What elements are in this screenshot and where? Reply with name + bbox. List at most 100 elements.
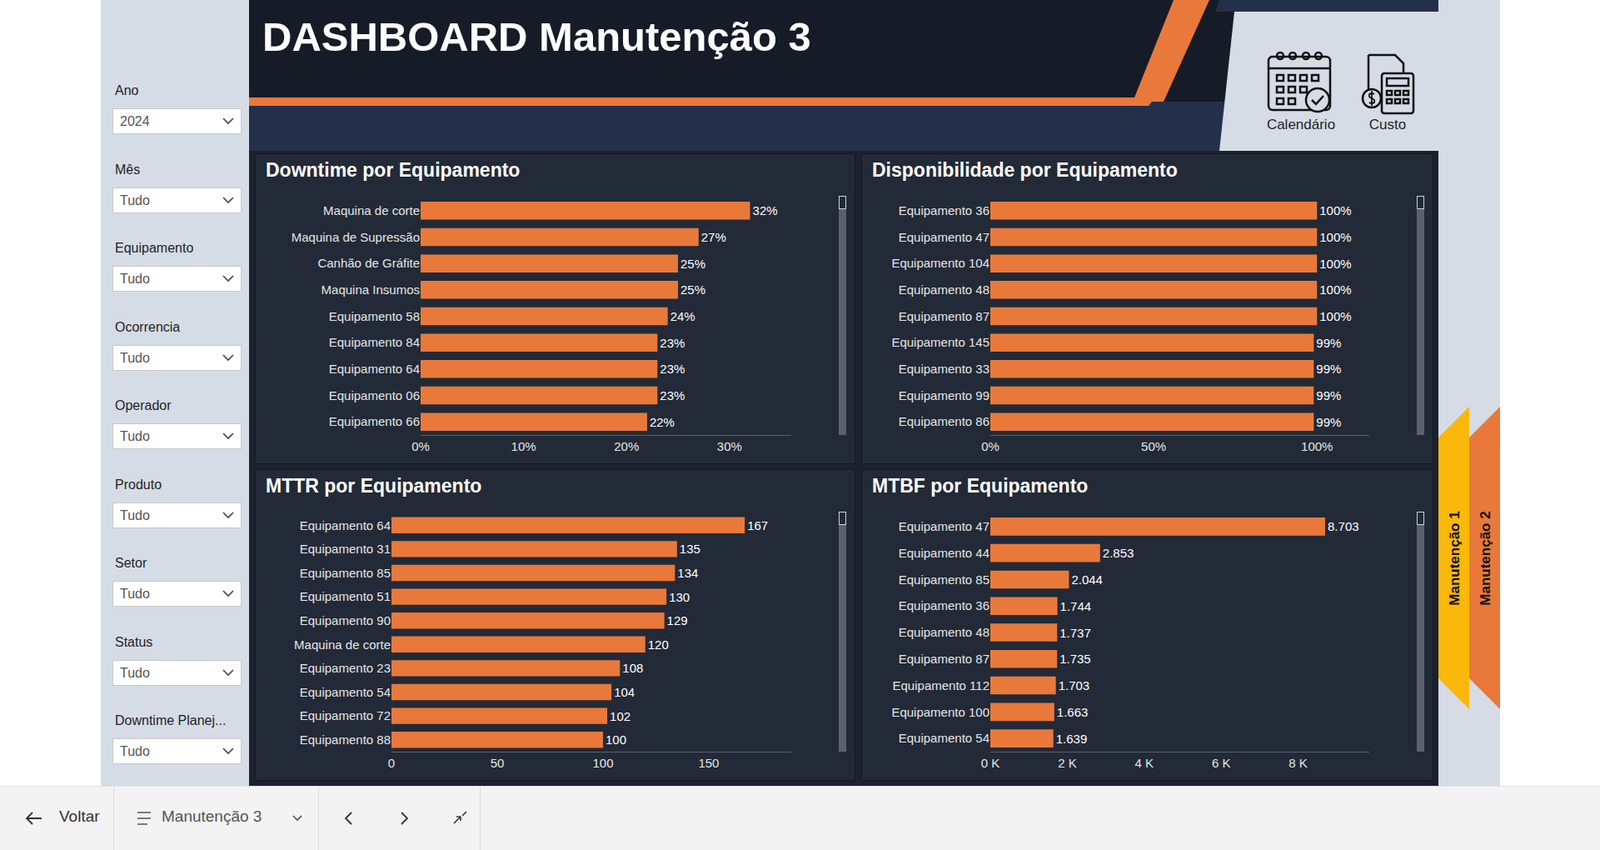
svg-text:Equipamento 85: Equipamento 85 [898, 572, 990, 587]
svg-text:Equipamento 31: Equipamento 31 [299, 541, 391, 556]
svg-text:129: 129 [667, 613, 688, 628]
svg-text:99%: 99% [1315, 414, 1341, 429]
svg-text:Equipamento 87: Equipamento 87 [898, 651, 990, 666]
svg-text:1.639: 1.639 [1056, 731, 1088, 746]
svg-text:1.744: 1.744 [1060, 598, 1092, 614]
svg-text:Equipamento 23: Equipamento 23 [299, 660, 391, 675]
svg-text:Equipamento 47: Equipamento 47 [898, 518, 990, 534]
svg-text:23%: 23% [659, 335, 685, 350]
svg-text:0%: 0% [981, 438, 1000, 454]
svg-text:Equipamento 44: Equipamento 44 [898, 545, 990, 560]
html-text:MTBF por Equipamento: MTBF por Equipamento [872, 474, 1089, 497]
svg-text:Maquina Insumos: Maquina Insumos [321, 282, 420, 297]
svg-text:27%: 27% [701, 229, 727, 245]
svg-text:1.735: 1.735 [1059, 651, 1092, 666]
svg-text:167: 167 [747, 518, 768, 533]
svg-text:22%: 22% [649, 414, 675, 429]
svg-text:100: 100 [592, 755, 614, 770]
svg-text:Equipamento 33: Equipamento 33 [898, 361, 990, 376]
svg-text:Equipamento 100: Equipamento 100 [891, 704, 990, 719]
svg-text:1.663: 1.663 [1056, 704, 1089, 719]
html-text:MTTR por Equipamento: MTTR por Equipamento [265, 474, 482, 497]
svg-text:30%: 30% [717, 438, 743, 454]
svg-text:Equipamento 58: Equipamento 58 [328, 309, 420, 324]
svg-text:Maquina de corte: Maquina de corte [294, 637, 391, 652]
svg-text:99%: 99% [1315, 361, 1341, 376]
svg-text:Equipamento 66: Equipamento 66 [328, 413, 420, 429]
svg-text:100%: 100% [1319, 309, 1351, 324]
svg-text:Equipamento 99: Equipamento 99 [898, 388, 990, 403]
svg-text:130: 130 [668, 589, 690, 604]
svg-text:Equipamento 51: Equipamento 51 [299, 588, 391, 604]
svg-text:Equipamento 84: Equipamento 84 [328, 334, 420, 349]
svg-text:10%: 10% [511, 438, 537, 454]
svg-text:8.703: 8.703 [1327, 518, 1360, 534]
svg-text:135: 135 [679, 541, 701, 556]
svg-text:Equipamento 48: Equipamento 48 [898, 282, 990, 297]
svg-text:23%: 23% [659, 388, 685, 403]
svg-text:20%: 20% [613, 438, 639, 454]
html-text:Manutenção 3: Manutenção 3 [161, 807, 262, 825]
svg-text:Equipamento 54: Equipamento 54 [898, 730, 990, 745]
html-text:Calendário: Calendário [1266, 116, 1336, 133]
svg-text:Equipamento 86: Equipamento 86 [898, 413, 990, 429]
svg-text:Equipamento 48: Equipamento 48 [898, 624, 990, 639]
svg-text:50: 50 [490, 755, 505, 770]
svg-text:100%: 100% [1319, 229, 1351, 245]
svg-text:25%: 25% [680, 256, 706, 271]
svg-text:2 K: 2 K [1057, 755, 1077, 770]
svg-text:99%: 99% [1315, 335, 1341, 350]
html-text:Downtime por Equipamento: Downtime por Equipamento [265, 159, 521, 181]
svg-text:Equipamento 64: Equipamento 64 [328, 361, 420, 376]
svg-text:Equipamento 85: Equipamento 85 [299, 565, 391, 580]
svg-text:0%: 0% [411, 438, 430, 454]
svg-text:24%: 24% [670, 309, 696, 324]
svg-text:Equipamento 47: Equipamento 47 [898, 229, 990, 245]
svg-text:Equipamento 87: Equipamento 87 [898, 309, 990, 324]
svg-text:1.737: 1.737 [1059, 625, 1092, 640]
svg-text:1.703: 1.703 [1058, 677, 1091, 693]
svg-text:Equipamento 104: Equipamento 104 [891, 255, 990, 270]
html-text:Disponibilidade por Equipament: Disponibilidade por Equipamento [872, 159, 1178, 181]
svg-text:Maquina de Supressão: Maquina de Supressão [291, 229, 420, 245]
svg-text:100%: 100% [1300, 438, 1333, 454]
svg-text:Equipamento 36: Equipamento 36 [898, 203, 990, 218]
svg-text:134: 134 [677, 565, 698, 580]
svg-text:50%: 50% [1141, 438, 1167, 454]
svg-text:Equipamento 64: Equipamento 64 [299, 518, 391, 533]
html-text:Voltar: Voltar [59, 807, 100, 825]
svg-text:Equipamento 72: Equipamento 72 [299, 707, 391, 723]
svg-text:32%: 32% [752, 203, 778, 218]
svg-text:99%: 99% [1315, 388, 1341, 403]
svg-text:23%: 23% [659, 361, 685, 376]
svg-text:Manutenção 1: Manutenção 1 [1446, 510, 1463, 605]
html-text:DASHBOARD Manutenção 3: DASHBOARD Manutenção 3 [262, 14, 812, 60]
svg-text:Equipamento 54: Equipamento 54 [299, 684, 391, 699]
svg-text:Equipamento 06: Equipamento 06 [328, 388, 420, 403]
svg-text:0: 0 [388, 755, 395, 770]
svg-text:Equipamento 112: Equipamento 112 [892, 677, 990, 693]
svg-text:100%: 100% [1319, 282, 1351, 297]
svg-text:2.044: 2.044 [1071, 572, 1103, 587]
svg-text:150: 150 [697, 755, 719, 770]
svg-text:4 K: 4 K [1135, 755, 1155, 770]
svg-text:Manutenção 2: Manutenção 2 [1477, 510, 1494, 605]
svg-text:100%: 100% [1319, 256, 1351, 271]
svg-text:100%: 100% [1319, 203, 1351, 218]
svg-text:Equipamento 90: Equipamento 90 [299, 613, 391, 628]
svg-text:120: 120 [647, 637, 669, 652]
svg-text:0 K: 0 K [981, 755, 1001, 770]
svg-text:Maquina de corte: Maquina de corte [323, 203, 420, 218]
svg-text:Canhão de Gráfite: Canhão de Gráfite [317, 255, 420, 270]
svg-text:102: 102 [609, 708, 631, 723]
svg-text:Equipamento 145: Equipamento 145 [891, 334, 990, 349]
svg-text:6 K: 6 K [1211, 755, 1232, 770]
svg-text:25%: 25% [680, 282, 706, 297]
svg-text:2.853: 2.853 [1102, 545, 1135, 560]
svg-text:8 K: 8 K [1288, 755, 1308, 770]
svg-text:108: 108 [622, 660, 643, 675]
svg-text:104: 104 [613, 684, 635, 699]
svg-text:Equipamento 88: Equipamento 88 [299, 732, 391, 747]
svg-text:100: 100 [605, 732, 627, 747]
svg-text:Equipamento 36: Equipamento 36 [898, 598, 990, 613]
